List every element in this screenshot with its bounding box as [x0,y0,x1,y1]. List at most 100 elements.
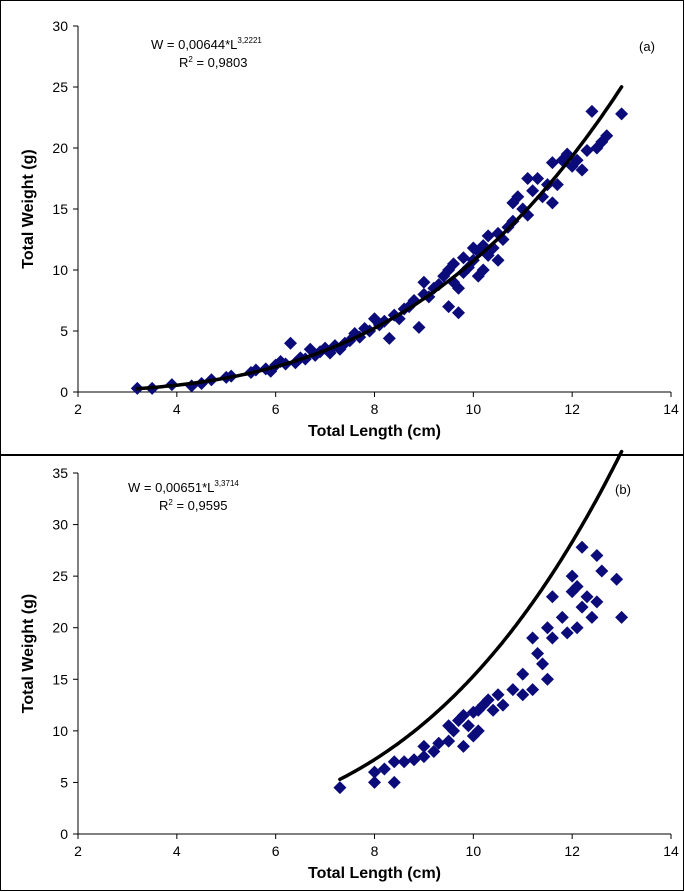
chart-b-data-point [387,775,401,789]
chart-a-y-tick-label: 20 [52,140,68,156]
chart-b-r-squared: R2 = 0,9595 [159,498,227,513]
chart-b-data-point [540,672,554,686]
scatter-chart-a: 0 5 10 15 20 25 30 2 4 6 8 10 12 14 Total Length (cm) T… [20,18,679,440]
chart-a-data-point [481,229,495,243]
chart-b-r2-value: = 0,9595 [173,498,228,513]
chart-b-data-point [461,719,475,733]
chart-b-y-axis-title: Total Weight (g) [20,594,37,713]
chart-a-y-axis-title: Total Weight (g) [20,149,37,268]
chart-b-data-point [526,631,540,645]
chart-a-r2-sup: 2 [188,55,193,64]
chart-b-x-tick-label: 4 [173,843,181,859]
chart-b-data-point [536,657,550,671]
chart-b-data-point [471,724,485,738]
chart-b-y-tick-label: 30 [52,517,68,533]
chart-a-x-tick-label: 12 [564,401,580,417]
chart-b-y-tick-label: 5 [60,774,68,790]
chart-a-data-point [511,190,525,204]
chart-b-equation: W = 0,00651*L3,3714 [128,479,239,495]
chart-a-r2-value: = 0,9803 [193,55,248,70]
chart-a-data-point [412,320,426,334]
chart-b-data-point [545,590,559,604]
chart-b-data-point [407,753,421,767]
chart-a-data-point [521,172,535,185]
chart-b-data-point [565,585,579,599]
chart-a-x-tick-label: 14 [663,401,679,417]
chart-panel-a: 0 5 10 15 20 25 30 2 4 6 8 10 12 14 Total Length (cm) T… [0,0,684,455]
chart-a-data-point [417,275,431,289]
chart-b-data-point [368,765,381,779]
chart-a-r-squared: R2 = 0,9803 [179,55,247,70]
chart-b-data-point [486,703,500,717]
chart-b-panel-label: (b) [615,482,631,497]
chart-b-data-point [506,683,520,697]
chart-b-data-point [491,688,505,702]
chart-b-data-point [447,724,461,738]
chart-b-data-point [570,621,584,635]
chart-b-data-point [565,569,579,583]
chart-a-data-point [456,251,470,265]
chart-b-data-point [456,739,470,753]
chart-b-data-point [526,683,540,697]
chart-a-y-tick-label: 25 [52,79,68,95]
chart-b-data-point [368,775,381,789]
chart-b-fit-curve [338,449,624,782]
chart-b-data-point [476,698,490,712]
chart-a-x-tick-label: 6 [272,401,280,417]
chart-b-data-point [417,739,431,753]
chart-a-y-tick-label: 10 [52,262,68,278]
chart-b-x-tick-label: 14 [663,843,679,859]
chart-a-data-point [585,104,599,118]
chart-a-data-point [452,281,466,295]
chart-a-x-tick-label: 10 [466,401,482,417]
chart-b-data-point [531,647,545,660]
chart-b-data-point [545,631,559,645]
chart-b-r2-symbol: R [159,498,168,513]
chart-b-data-point [585,610,599,624]
scatter-chart-b: 0 5 10 15 20 25 30 35 2 4 6 8 10 12 14 Total Length (cm… [20,449,679,882]
chart-b-x-tick-label: 12 [564,843,580,859]
chart-b-data-point [575,600,589,614]
chart-b-data-point [590,549,604,563]
chart-b-y-tick-label: 15 [52,671,68,687]
chart-b-data-point [481,693,495,707]
chart-a-x-axis-title: Total Length (cm) [308,423,441,440]
chart-a-y-tick-label: 15 [52,201,68,217]
chart-a-data-point [615,107,629,121]
chart-b-data-point [595,564,609,578]
chart-b-data-point [516,667,530,681]
chart-b-data-point [456,708,470,722]
chart-b-data-point [432,736,446,750]
chart-b-data-point [427,744,441,758]
chart-b-data-point [417,750,431,764]
chart-a-data-point [545,196,559,210]
chart-a-data-point [506,214,520,228]
chart-a-data-point [452,306,466,320]
chart-a-data-point [526,184,540,198]
chart-b-data-point [496,698,510,712]
chart-b-data-point [397,755,411,769]
chart-b-y-tick-label: 10 [52,723,68,739]
chart-b-data-point [540,621,554,635]
chart-b-x-tick-label: 2 [74,843,82,859]
chart-b-data-point [615,610,629,624]
chart-a-panel-label: (a) [639,39,655,54]
chart-a-x-tick-label: 2 [74,401,82,417]
chart-a-y-tick-label: 0 [60,384,68,400]
chart-a-equation-base: W = 0,00644*L [151,37,237,52]
chart-b-data-point [333,781,347,795]
chart-b-data-point [610,572,624,586]
chart-a-data-point [575,163,589,177]
chart-b-x-axis-title: Total Length (cm) [308,865,441,882]
chart-b-x-tick-label: 6 [272,843,280,859]
chart-a-data-point [550,178,564,192]
chart-a-y-tick-label: 5 [60,323,68,339]
chart-a-data-point [283,336,297,350]
chart-b-y-tick-label: 20 [52,620,68,636]
chart-a-data-point [580,143,594,157]
chart-a-fit-curve [135,85,624,391]
chart-b-data-point [580,590,594,604]
chart-b-y-tick-label: 35 [52,465,68,481]
chart-a-equation: W = 0,00644*L3,2221 [151,36,262,52]
chart-a-data-point [600,129,614,143]
